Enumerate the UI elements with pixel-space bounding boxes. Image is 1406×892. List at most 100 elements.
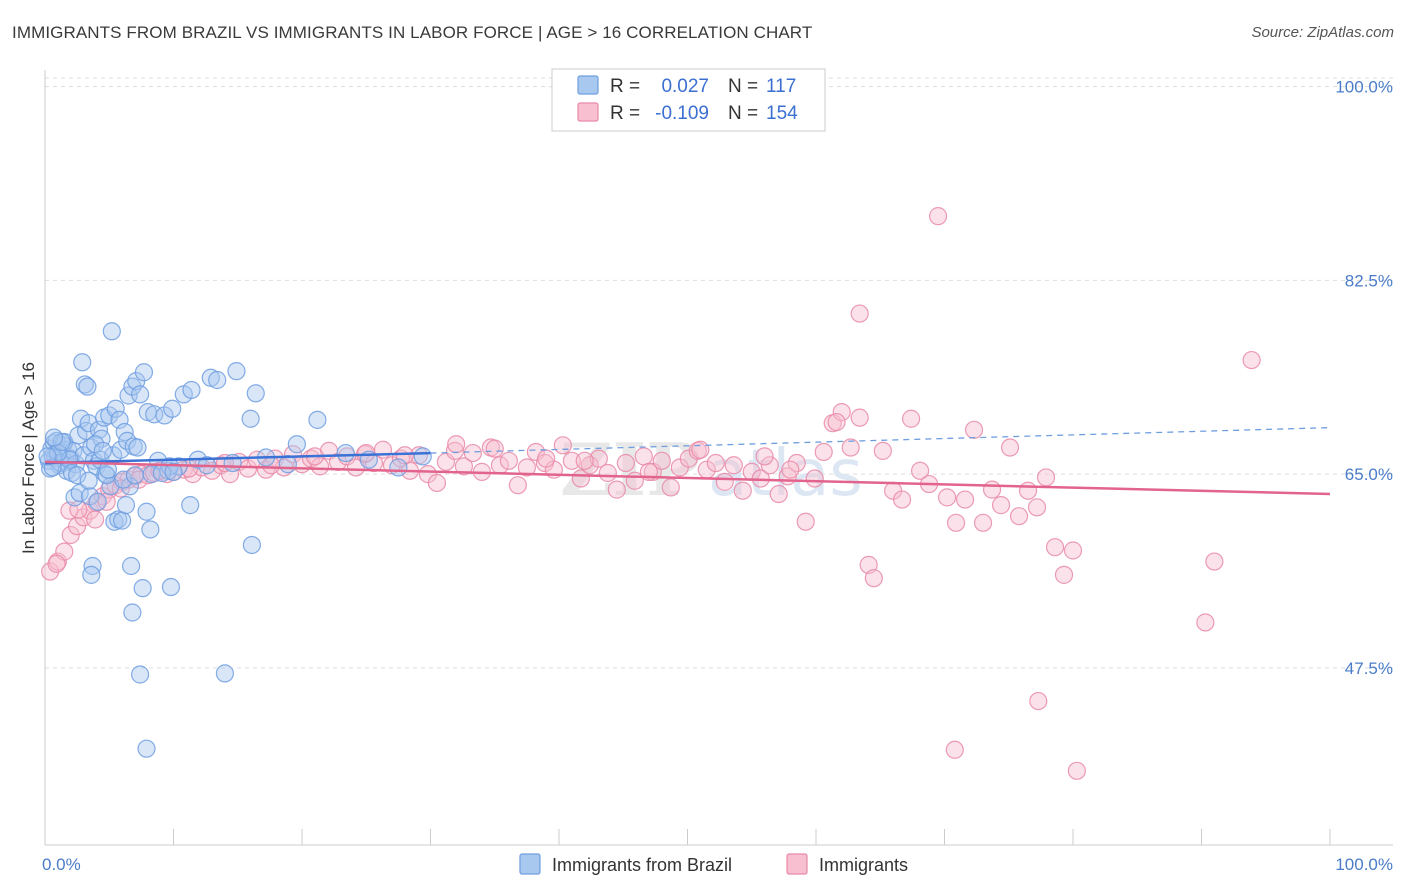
chart-title: IMMIGRANTS FROM BRAZIL VS IMMIGRANTS IN … <box>12 23 813 42</box>
point-immigrants <box>715 472 734 491</box>
trend-line-brazil-extension <box>430 426 1331 454</box>
point-brazil <box>161 577 181 597</box>
point-immigrants <box>973 513 993 532</box>
point-immigrants <box>955 490 975 509</box>
point-brazil <box>68 466 87 485</box>
point-brazil <box>181 496 200 515</box>
point-brazil <box>125 466 145 485</box>
legend-n-label: N = <box>728 103 758 124</box>
point-brazil <box>164 462 183 481</box>
point-brazil <box>182 380 201 400</box>
point-immigrants <box>508 476 527 495</box>
point-immigrants <box>553 436 572 455</box>
point-immigrants <box>517 458 536 477</box>
point-brazil <box>121 556 141 576</box>
point-brazil <box>38 447 57 466</box>
point-immigrants <box>47 554 66 573</box>
point-immigrants <box>454 457 474 476</box>
point-brazil <box>73 353 92 372</box>
point-immigrants <box>1018 481 1038 500</box>
legend-box: R = 0.027 N = 117 R = -0.109 N = 154 <box>551 68 826 132</box>
point-immigrants <box>499 451 518 470</box>
point-brazil <box>241 409 260 428</box>
point-immigrants <box>937 488 957 507</box>
point-immigrants <box>598 463 617 483</box>
point-immigrants <box>787 453 806 473</box>
point-brazil <box>130 665 150 684</box>
point-immigrants <box>463 443 483 463</box>
bottom-legend-label: Immigrants <box>819 855 908 875</box>
point-immigrants <box>562 451 581 470</box>
legend-swatch <box>577 102 599 122</box>
point-immigrants <box>86 510 105 529</box>
point-immigrants <box>982 480 1002 499</box>
legend-n-value: 117 <box>766 76 796 97</box>
point-brazil <box>123 603 142 622</box>
point-brazil <box>116 496 136 515</box>
point-brazil <box>227 362 246 381</box>
point-brazil <box>88 492 107 511</box>
point-brazil <box>44 428 64 447</box>
point-immigrants <box>310 457 330 476</box>
point-brazil <box>114 470 133 489</box>
point-immigrants <box>814 442 833 462</box>
point-immigrants <box>634 447 653 466</box>
point-brazil <box>102 322 121 341</box>
point-brazil <box>128 438 147 457</box>
y-tick-label: 100.0% <box>1335 78 1393 97</box>
legend-swatch <box>577 75 599 95</box>
bottom-legend-swatch <box>519 853 541 875</box>
point-brazil <box>137 739 156 758</box>
point-immigrants <box>1063 541 1083 560</box>
point-brazil <box>79 471 98 490</box>
point-immigrants <box>1067 761 1086 780</box>
point-brazil <box>137 502 156 521</box>
point-immigrants <box>283 445 303 464</box>
point-immigrants <box>485 439 504 458</box>
point-brazil <box>78 377 97 396</box>
point-brazil <box>278 455 297 474</box>
point-immigrants <box>945 740 964 759</box>
point-immigrants <box>575 451 594 470</box>
point-immigrants <box>607 480 626 499</box>
point-brazil <box>215 664 234 683</box>
point-immigrants <box>724 456 743 475</box>
legend-r-value: -0.109 <box>655 103 709 124</box>
point-immigrants <box>796 512 815 531</box>
point-immigrants <box>1027 498 1047 517</box>
point-brazil <box>82 565 101 584</box>
y-tick-label: 47.5% <box>1345 659 1393 678</box>
point-brazil <box>93 441 112 460</box>
bottom-legend-label: Immigrants from Brazil <box>552 855 732 875</box>
point-immigrants <box>805 469 824 488</box>
point-brazil <box>389 458 408 477</box>
point-immigrants <box>928 207 948 226</box>
point-immigrants <box>991 496 1011 515</box>
legend-r-label: R = <box>610 76 640 97</box>
trend-line-immigrants <box>44 460 1331 496</box>
point-brazil <box>120 477 139 496</box>
bottom-legend-swatch <box>786 853 808 875</box>
trend-line-brazil <box>44 451 431 465</box>
legend-n-value: 154 <box>766 103 798 124</box>
point-immigrants <box>755 447 774 466</box>
point-brazil <box>413 447 432 466</box>
point-brazil <box>60 450 79 469</box>
point-immigrants <box>445 441 465 460</box>
point-immigrants <box>841 438 860 457</box>
point-brazil <box>246 384 265 403</box>
point-immigrants <box>661 478 680 497</box>
point-immigrants <box>447 435 466 454</box>
bottom-legend: Immigrants from Brazil Immigrants <box>519 853 908 875</box>
point-immigrants <box>827 412 846 432</box>
axes: 100.0% 82.5% 65.0% 47.5% 0.0% 100.0% <box>42 70 1393 874</box>
point-brazil <box>112 511 132 530</box>
point-brazil <box>242 535 261 555</box>
y-axis-label: In Labor Force | Age > 16 <box>19 362 38 554</box>
point-immigrants <box>781 460 800 479</box>
grid-lines <box>45 77 1393 669</box>
x-tick-label: 100.0% <box>1335 855 1393 874</box>
point-brazil <box>163 399 182 418</box>
x-tick-label: 0.0% <box>42 855 81 874</box>
point-immigrants <box>1242 350 1261 370</box>
